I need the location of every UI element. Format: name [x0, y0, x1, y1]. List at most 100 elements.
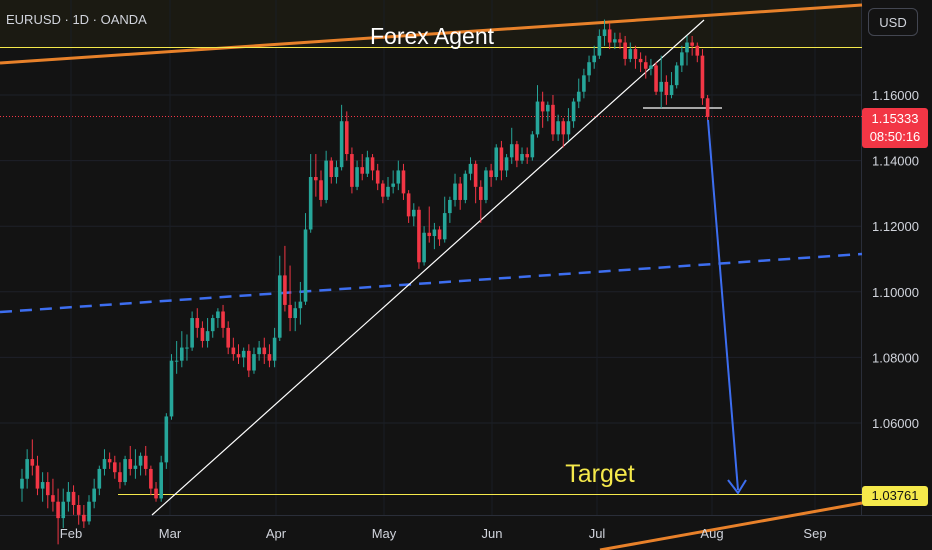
price-scale[interactable]: 1.16000 1.14000 1.12000 1.10000 1.08000 1.060…	[872, 88, 919, 431]
candle	[571, 98, 576, 128]
candle-body	[597, 35, 602, 56]
candle	[659, 55, 664, 109]
candle-body	[247, 350, 251, 371]
candle	[592, 45, 597, 69]
candle	[190, 311, 194, 351]
candle	[344, 111, 349, 161]
candle-body	[133, 465, 138, 469]
candle-body	[123, 459, 127, 483]
candle-body	[417, 209, 421, 263]
candle	[442, 196, 447, 243]
candle	[138, 452, 143, 476]
candle-body	[437, 229, 442, 240]
candle-body	[200, 327, 205, 341]
candle-body	[252, 354, 256, 371]
candle-body	[360, 167, 365, 174]
candle	[551, 95, 555, 141]
candle	[355, 160, 359, 191]
candle	[700, 49, 705, 105]
candle-body	[169, 360, 174, 417]
candle	[20, 468, 24, 502]
time-scale[interactable]: Feb Mar Apr May Jun Jul Aug Sep	[60, 526, 827, 541]
candle-body	[576, 91, 581, 102]
currency-button[interactable]: USD	[868, 8, 918, 36]
candle-body	[401, 170, 406, 194]
candle-body	[128, 459, 133, 469]
candle	[200, 321, 205, 348]
channel-midline[interactable]	[0, 252, 863, 314]
candle	[221, 304, 225, 338]
candle	[262, 337, 267, 364]
candle	[97, 465, 102, 496]
candle	[448, 196, 452, 223]
candle-body	[381, 183, 385, 197]
y-tick-label: 1.10000	[872, 285, 919, 300]
candle	[525, 147, 529, 164]
candle	[674, 62, 679, 89]
candle	[489, 163, 493, 187]
candle-body	[45, 482, 50, 496]
candle-body	[262, 347, 267, 355]
candle-body	[149, 468, 153, 489]
lower-channel-line[interactable]	[599, 501, 863, 550]
candle-body	[303, 229, 308, 302]
candle-body	[427, 232, 432, 237]
candle-body	[221, 311, 225, 328]
top-zone-shading	[0, 0, 862, 48]
candle	[705, 95, 710, 122]
candle	[257, 341, 261, 361]
x-tick-label: Aug	[700, 526, 723, 541]
candle-body	[484, 170, 488, 200]
candle	[406, 190, 411, 223]
candle	[30, 439, 35, 476]
candle	[149, 465, 153, 496]
candle	[597, 29, 602, 59]
candle-body	[159, 462, 163, 499]
x-tick-label: May	[372, 526, 397, 541]
candle	[324, 150, 328, 204]
candle	[319, 170, 323, 207]
upper-channel-line[interactable]	[0, 3, 863, 65]
candle-body	[674, 65, 679, 86]
candle	[370, 154, 375, 181]
candle-body	[319, 180, 323, 200]
candle	[411, 203, 416, 227]
candle-body	[592, 55, 597, 63]
candle	[267, 344, 272, 368]
candle-body	[231, 347, 236, 355]
candle-body	[370, 157, 375, 171]
candle-body	[638, 58, 643, 63]
candle	[118, 462, 122, 489]
candle-body	[422, 232, 426, 263]
candle	[133, 449, 138, 479]
candle-body	[40, 482, 45, 489]
candle-body	[339, 121, 344, 168]
candle	[329, 157, 334, 184]
projection-arrow-shaft[interactable]	[707, 119, 739, 491]
ascending-trendline[interactable]	[151, 19, 705, 516]
candle	[504, 154, 509, 177]
candle-body	[314, 177, 318, 181]
candle-body	[154, 488, 158, 499]
candle-body	[530, 134, 535, 158]
candle-body	[51, 495, 55, 502]
candle	[540, 91, 545, 128]
candle-body	[344, 121, 349, 155]
candle-body	[226, 327, 230, 348]
candle-body	[190, 318, 194, 348]
candle-body	[236, 354, 241, 358]
target-annotation: Target	[565, 460, 635, 488]
candle	[468, 157, 473, 181]
candle	[520, 147, 524, 164]
candle	[272, 327, 277, 368]
candle	[509, 127, 514, 164]
candle	[618, 32, 622, 50]
candle-body	[561, 121, 566, 135]
candle	[463, 170, 468, 204]
candle	[633, 45, 638, 69]
candle-body	[216, 311, 220, 319]
candle	[396, 160, 401, 191]
candle	[458, 177, 462, 210]
candle-body	[308, 177, 313, 230]
